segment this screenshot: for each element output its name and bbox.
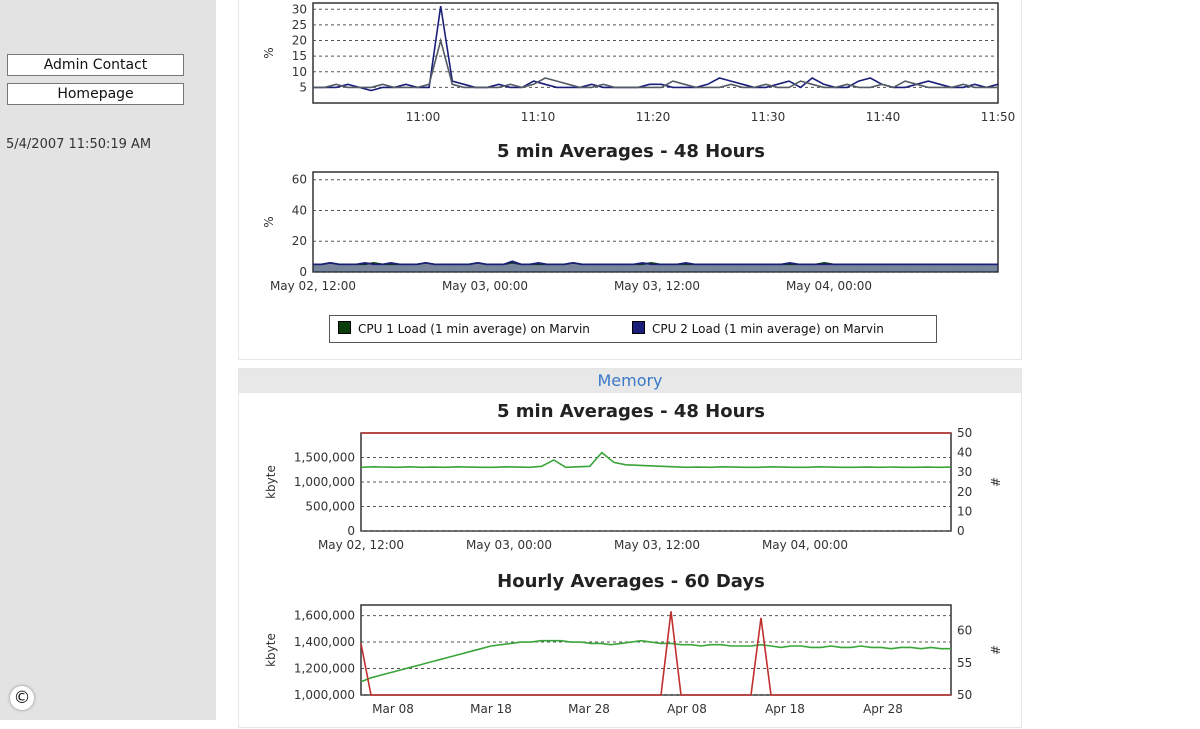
y-tick-label: 60 — [292, 173, 307, 187]
y2-tick-label: 20 — [957, 485, 972, 499]
legend-item-cpu2: CPU 2 Load (1 min average) on Marvin — [632, 316, 884, 342]
series-area-2 — [313, 261, 998, 272]
y2-tick-label: 50 — [957, 688, 972, 702]
y2-tick-label: 30 — [957, 465, 972, 479]
x-tick-label: 11:00 — [406, 110, 441, 124]
y-tick-label: 1,400,000 — [294, 635, 355, 649]
x-tick-label: Mar 28 — [568, 702, 610, 716]
series-line-1 — [360, 451, 952, 469]
sidebar: Admin Contact Homepage 5/4/2007 11:50:19… — [0, 0, 216, 720]
y2-axis-label: # — [988, 477, 1002, 487]
y-tick-label: 30 — [292, 2, 307, 16]
y2-tick-label: 50 — [957, 427, 972, 440]
x-tick-label: Apr 18 — [765, 702, 805, 716]
chart-title-mem-48h: 5 min Averages - 48 Hours — [496, 401, 765, 422]
chart-title-mem-60d: Hourly Averages - 60 Days — [497, 571, 765, 592]
x-tick-label: May 02, 12:00 — [270, 279, 356, 293]
memory-panel: Memory 5 min Averages - 48 Hours 0 500,00… — [238, 368, 1022, 728]
y-tick-label: 1,600,000 — [294, 609, 355, 623]
y2-tick-label: 0 — [957, 524, 965, 538]
y2-tick-label: 10 — [957, 504, 972, 518]
homepage-button[interactable]: Homepage — [7, 83, 184, 105]
y-axis-label: kbyte — [264, 465, 278, 499]
x-tick-label: Apr 28 — [863, 702, 903, 716]
y-tick-label: 20 — [292, 234, 307, 248]
x-tick-label: Mar 18 — [470, 702, 512, 716]
timestamp: 5/4/2007 11:50:19 AM — [6, 137, 152, 152]
x-tick-label: 11:40 — [866, 110, 901, 124]
cpu-panel: 5 10 15 20 25 30% 11:00 11:10 11:20 11:30 11:40 11:… — [238, 0, 1022, 360]
y-tick-label: 0 — [347, 524, 355, 538]
series-line-2 — [313, 37, 998, 89]
y-tick-label: 500,000 — [305, 500, 355, 514]
x-tick-label: 11:10 — [521, 110, 556, 124]
legend-label-cpu2: CPU 2 Load (1 min average) on Marvin — [652, 322, 884, 336]
x-tick-label: May 02, 12:00 — [318, 538, 404, 552]
legend-swatch-cpu2 — [632, 321, 645, 334]
memory-section-header: Memory — [239, 369, 1021, 393]
cpu-48h-chart: 0 20 40 60% May 02, 12:00 May 03, 00:00 May 03… — [262, 171, 999, 293]
series-line-1 — [360, 639, 951, 683]
x-tick-label: May 03, 12:00 — [614, 279, 700, 293]
x-tick-label: May 03, 12:00 — [614, 538, 700, 552]
x-tick-label: Apr 08 — [667, 702, 707, 716]
x-tick-label: May 04, 00:00 — [786, 279, 872, 293]
legend-item-cpu1: CPU 1 Load (1 min average) on Marvin — [338, 316, 590, 342]
y-tick-label: 15 — [292, 49, 307, 63]
y2-tick-label: 60 — [957, 624, 972, 638]
y-axis-label: kbyte — [264, 633, 278, 667]
x-tick-label: May 03, 00:00 — [442, 279, 528, 293]
series-line-2 — [360, 611, 951, 696]
y-tick-label: 1,200,000 — [294, 662, 355, 676]
y-tick-label: 10 — [292, 65, 307, 79]
y-axis-label: % — [262, 216, 276, 227]
plot-frame — [360, 604, 952, 696]
x-tick-label: 11:30 — [751, 110, 786, 124]
y2-tick-label: 55 — [957, 656, 972, 670]
y-tick-label: 1,000,000 — [294, 688, 355, 702]
legend-swatch-cpu1 — [338, 321, 351, 334]
legend-label-cpu1: CPU 1 Load (1 min average) on Marvin — [358, 322, 590, 336]
y-tick-label: 1,000,000 — [294, 475, 355, 489]
x-tick-label: 11:50 — [981, 110, 1016, 124]
y-tick-label: 5 — [299, 80, 307, 94]
memory-60d-chart: 1,000,000 1,200,000 1,400,000 1,600,000 50 55… — [264, 604, 1002, 716]
x-tick-label: May 04, 00:00 — [762, 538, 848, 552]
y-tick-label: 1,500,000 — [294, 451, 355, 465]
y-tick-label: 0 — [299, 265, 307, 279]
x-tick-label: May 03, 00:00 — [466, 538, 552, 552]
admin-contact-button[interactable]: Admin Contact — [7, 54, 184, 76]
y-tick-label: 25 — [292, 18, 307, 32]
chart-title-cpu-48h: 5 min Averages - 48 Hours — [496, 141, 765, 162]
y-axis-label: % — [262, 47, 276, 58]
plot-frame — [312, 171, 999, 273]
series-line-2 — [313, 260, 998, 266]
cpu-legend: CPU 1 Load (1 min average) on Marvin CPU… — [329, 315, 937, 343]
copyright-icon: © — [10, 686, 34, 710]
plot-frame — [312, 2, 999, 104]
y2-tick-label: 40 — [957, 446, 972, 460]
y-tick-label: 20 — [292, 34, 307, 48]
y2-axis-label: # — [988, 645, 1002, 655]
x-tick-label: 11:20 — [636, 110, 671, 124]
memory-48h-chart: 0 500,000 1,000,000 1,500,000 0 10 20 30 40 50 # kb… — [264, 427, 1002, 552]
x-tick-label: Mar 08 — [372, 702, 414, 716]
y-tick-label: 40 — [292, 203, 307, 217]
